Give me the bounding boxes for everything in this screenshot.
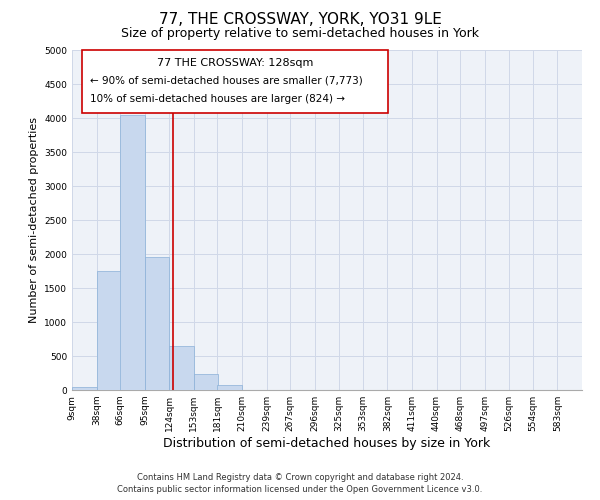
Bar xyxy=(97,271,121,390)
Text: 77, THE CROSSWAY, YORK, YO31 9LE: 77, THE CROSSWAY, YORK, YO31 9LE xyxy=(158,12,442,28)
Bar xyxy=(120,114,145,390)
Text: Size of property relative to semi-detached houses in York: Size of property relative to semi-detach… xyxy=(121,28,479,40)
Bar xyxy=(169,346,194,390)
Bar xyxy=(217,385,242,390)
X-axis label: Distribution of semi-detached houses by size in York: Distribution of semi-detached houses by … xyxy=(163,437,491,450)
Text: ← 90% of semi-detached houses are smaller (7,773): ← 90% of semi-detached houses are smalle… xyxy=(90,76,362,86)
Bar xyxy=(145,258,169,390)
Text: Contains HM Land Registry data © Crown copyright and database right 2024.
Contai: Contains HM Land Registry data © Crown c… xyxy=(118,472,482,494)
Text: 77 THE CROSSWAY: 128sqm: 77 THE CROSSWAY: 128sqm xyxy=(157,58,313,68)
FancyBboxPatch shape xyxy=(82,50,388,113)
Text: 10% of semi-detached houses are larger (824) →: 10% of semi-detached houses are larger (… xyxy=(90,94,345,104)
Y-axis label: Number of semi-detached properties: Number of semi-detached properties xyxy=(29,117,38,323)
Bar xyxy=(194,374,218,390)
Bar xyxy=(72,386,97,390)
